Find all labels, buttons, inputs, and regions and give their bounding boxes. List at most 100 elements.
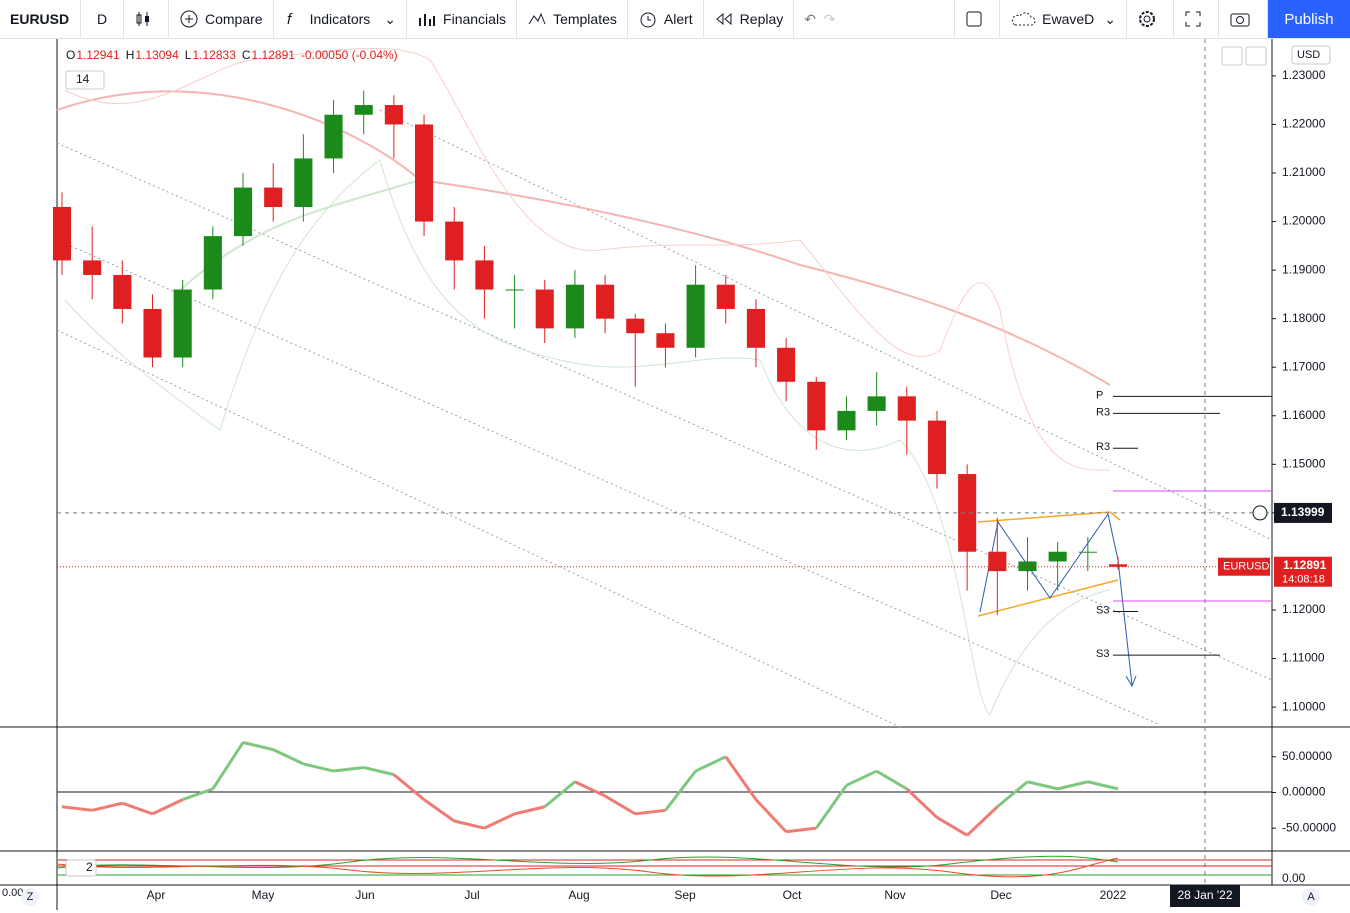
candle-body bbox=[958, 474, 977, 552]
replay-label: Replay bbox=[739, 11, 784, 27]
candle-body bbox=[1108, 564, 1128, 567]
chart: O 1.12941 H 1.13094 L 1.12833 C 1.12891 -0.00050… bbox=[0, 39, 1350, 913]
compare-button[interactable]: Compare bbox=[169, 0, 274, 38]
candle-body bbox=[52, 206, 72, 261]
symbol-badge bbox=[1218, 557, 1270, 576]
y-tick-label: 1.23000 bbox=[1282, 68, 1326, 82]
candle-body bbox=[837, 410, 856, 431]
trend-channel bbox=[56, 109, 1273, 728]
pivot-label: R3 bbox=[1096, 406, 1110, 418]
oscillator-segment bbox=[543, 780, 576, 808]
symbol[interactable]: EURUSD bbox=[0, 0, 81, 38]
oscillator-segment bbox=[514, 805, 546, 816]
candle-body bbox=[716, 284, 735, 309]
candle-body bbox=[475, 260, 494, 290]
templates-label: Templates bbox=[553, 11, 617, 27]
pivot-label: S3 bbox=[1096, 648, 1109, 660]
candle-body bbox=[777, 347, 796, 382]
y-tick-label: 1.22000 bbox=[1282, 117, 1326, 131]
oscillator-segment bbox=[242, 741, 274, 752]
candle-body bbox=[656, 333, 675, 348]
bollinger-upper bbox=[64, 47, 1111, 471]
oscillator-segment bbox=[1027, 780, 1059, 791]
candle-body bbox=[596, 284, 615, 319]
oscillator-segment bbox=[724, 755, 758, 801]
oscillator-segment bbox=[875, 769, 908, 791]
candle-body bbox=[897, 396, 916, 421]
candle-body bbox=[294, 158, 313, 207]
y-tick-label: -50.00000 bbox=[1282, 820, 1336, 834]
candle-body bbox=[143, 308, 162, 358]
x-tick-label: Dec bbox=[990, 888, 1011, 902]
maximize-button[interactable] bbox=[1174, 0, 1219, 38]
candle-body bbox=[686, 284, 705, 348]
candle-body bbox=[233, 187, 253, 237]
indicators-button[interactable]: f Indicators ⌄ bbox=[274, 0, 408, 38]
crosshair-plus bbox=[1252, 505, 1268, 521]
reset-button[interactable] bbox=[1245, 46, 1267, 66]
y-tick-label: 1.12000 bbox=[1282, 602, 1326, 616]
toolbar: EURUSD D Compare f Indicators ⌄ Financials… bbox=[0, 0, 1350, 39]
x-tick-label: Apr bbox=[147, 888, 166, 902]
crosshair-price-box bbox=[1274, 502, 1332, 523]
candle-body bbox=[354, 105, 373, 115]
chart-style[interactable] bbox=[124, 0, 169, 38]
oscillator-segment bbox=[966, 805, 999, 837]
y-tick-label: 0.00000 bbox=[1282, 785, 1326, 799]
legend-value: 1.13094 bbox=[135, 48, 179, 62]
moving-average bbox=[56, 90, 1111, 386]
legend-change: -0.00050 (-0.04%) bbox=[301, 48, 398, 62]
alert-label: Alert bbox=[663, 11, 693, 27]
oscillator-segment bbox=[272, 748, 305, 766]
pane3-right-label: 0.00 bbox=[1282, 871, 1306, 885]
candle-body bbox=[807, 381, 826, 431]
indicator-toggle[interactable] bbox=[65, 70, 105, 90]
snapshot-button[interactable] bbox=[1219, 0, 1268, 38]
pivot-label: S3 bbox=[1096, 604, 1109, 616]
last-price-label: 1.12891 bbox=[1283, 558, 1327, 572]
layout-button[interactable]: EwaveD ⌄ bbox=[1000, 0, 1127, 38]
z-label: Z bbox=[27, 891, 34, 903]
oscillator-segment bbox=[392, 773, 426, 801]
crosshair-time-box bbox=[1170, 885, 1240, 907]
y-tick-label: 1.15000 bbox=[1282, 456, 1326, 470]
bollinger-lower bbox=[64, 159, 1111, 716]
oscillator-segment bbox=[333, 765, 364, 773]
scroll-button[interactable] bbox=[1221, 46, 1243, 66]
pane3-lines bbox=[56, 855, 1272, 878]
candle-body bbox=[927, 420, 947, 475]
crosshair-time-label: 28 Jan '22 bbox=[1177, 888, 1232, 902]
a-label: A bbox=[1307, 891, 1315, 903]
symbol-badge-label: EURUSD bbox=[1223, 561, 1270, 573]
legend-value: 1.12833 bbox=[192, 48, 236, 62]
oscillator-segment bbox=[996, 780, 1029, 808]
oscillator-segment bbox=[211, 741, 245, 790]
candle-body bbox=[264, 187, 283, 207]
oscillator-segment bbox=[845, 769, 878, 787]
a-button[interactable] bbox=[1302, 888, 1320, 906]
oscillator-segment bbox=[635, 808, 666, 816]
interval[interactable]: D bbox=[81, 0, 124, 38]
x-tick-label: Jun bbox=[355, 888, 374, 902]
z-button[interactable] bbox=[21, 888, 39, 906]
oscillator-segment bbox=[936, 816, 968, 837]
publish-button[interactable]: Publish bbox=[1268, 0, 1350, 38]
templates-button[interactable]: Templates bbox=[517, 0, 628, 38]
financials-button[interactable]: Financials bbox=[407, 0, 518, 38]
candle-body bbox=[535, 289, 554, 329]
undo-redo[interactable]: ↶ ↷ bbox=[804, 10, 836, 27]
y-tick-label: 1.11000 bbox=[1282, 651, 1325, 665]
candle-body bbox=[1078, 551, 1097, 553]
replay-button[interactable]: Replay bbox=[704, 0, 795, 38]
settings-button[interactable] bbox=[1127, 0, 1174, 38]
pane3-toggle[interactable] bbox=[65, 859, 97, 877]
candle-body bbox=[384, 105, 403, 125]
alert-button[interactable]: Alert bbox=[628, 0, 704, 38]
x-tick-label: Jul bbox=[464, 888, 479, 902]
currency-select[interactable] bbox=[1291, 45, 1331, 65]
y-tick-label: 1.19000 bbox=[1282, 262, 1326, 276]
oscillator-segment bbox=[604, 794, 637, 816]
oscillator-segment bbox=[785, 826, 817, 834]
fullscreen-toggle[interactable] bbox=[954, 0, 1001, 38]
